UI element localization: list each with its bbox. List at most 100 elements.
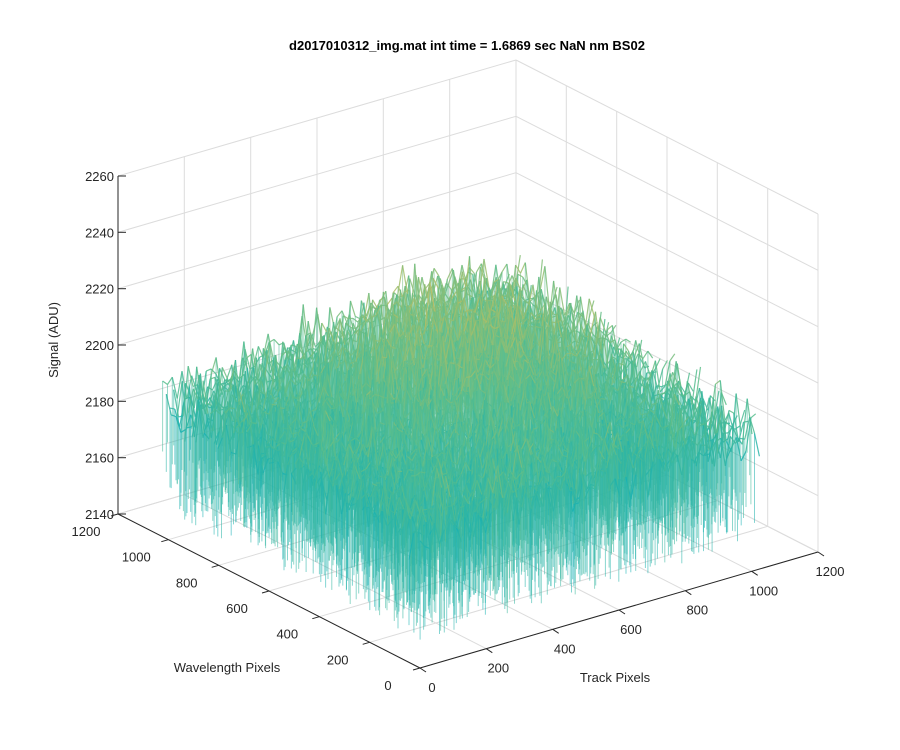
surface-segment [506, 275, 513, 289]
surface-segment [449, 279, 456, 299]
surface-segment [300, 427, 307, 433]
surface-segment [246, 422, 253, 433]
surface-segment [328, 327, 335, 342]
surface-segment [588, 298, 595, 316]
surface-segment [307, 320, 314, 349]
surface-segment [525, 300, 531, 307]
surface-segment [297, 401, 304, 428]
surface-segment [416, 376, 423, 393]
surface-segment [271, 403, 277, 406]
surface-segment [371, 314, 377, 318]
surface-segment [564, 330, 571, 356]
surface-segment [162, 380, 168, 385]
surface-segment [337, 345, 344, 369]
surface-segment [382, 349, 389, 381]
surface-segment [246, 403, 253, 424]
surface-segment [515, 277, 522, 291]
surface-segment [455, 291, 462, 321]
surface-segment [303, 420, 309, 424]
surface-mesh [162, 255, 760, 640]
surface-segment [392, 367, 398, 371]
surface-segment [599, 317, 606, 331]
surface-segment [349, 300, 356, 317]
surface-segment [426, 368, 433, 390]
surface-segment [478, 350, 485, 360]
surface-segment [385, 338, 392, 348]
surface-segment [311, 408, 317, 412]
surface-segment [351, 363, 358, 396]
surface-segment [273, 396, 280, 404]
surface-segment [587, 322, 594, 335]
surface-segment [473, 308, 479, 317]
surface-segment [271, 437, 277, 444]
surface-segment [345, 322, 352, 329]
surface-segment [536, 312, 542, 317]
surface-segment [370, 390, 377, 433]
surface-segment [539, 303, 546, 312]
surface-segment [214, 408, 221, 415]
surface-segment [324, 410, 331, 422]
surface-segment [556, 313, 562, 338]
surface-segment [391, 346, 397, 350]
surface-segment [493, 294, 500, 320]
back-wall-grid-line [117, 172, 517, 290]
surface-segment [470, 320, 477, 336]
surface-segment [409, 278, 416, 295]
surface-segment [255, 408, 261, 426]
surface-segment [336, 310, 343, 318]
surface-segment [229, 400, 236, 422]
surface-segment [429, 282, 436, 312]
surface-segment [456, 364, 463, 369]
surface-segment [341, 406, 348, 411]
surface-segment [429, 297, 436, 322]
surface-segment [395, 329, 402, 345]
surface-segment [439, 278, 446, 294]
surface-segment [354, 328, 360, 335]
surface-segment [537, 294, 544, 314]
surface-segment [521, 279, 528, 292]
surface-segment [536, 326, 543, 360]
surface-segment [283, 380, 290, 394]
surface-segment [556, 319, 562, 324]
surface-segment [244, 348, 251, 370]
surface-segment [386, 297, 393, 305]
surface-segment [500, 337, 507, 353]
surface-segment [409, 346, 416, 366]
side-wall-grid-line [515, 228, 819, 384]
side-wall-grid-line [515, 59, 819, 215]
surface-segment [210, 368, 217, 375]
surface-segment [309, 351, 316, 358]
surface-segment [439, 315, 446, 333]
surface-segment [449, 362, 455, 364]
surface-segment [319, 417, 326, 437]
surface-segment [451, 364, 458, 396]
surface-segment [539, 266, 546, 292]
surface-segment [280, 412, 287, 470]
surface-segment [296, 357, 302, 360]
surface-segment [191, 375, 198, 391]
surface-segment [448, 303, 455, 329]
surface-segment [180, 428, 187, 433]
surface-segment [250, 408, 257, 461]
surface-segment [289, 439, 296, 443]
surface-segment [325, 401, 332, 409]
surface-segment [503, 281, 509, 284]
surface-segment [421, 368, 428, 377]
surface-segment [450, 333, 457, 368]
surface-segment [372, 299, 378, 309]
surface-segment [339, 380, 346, 392]
surface-segment [264, 342, 271, 378]
surface-segment [263, 411, 270, 415]
surface-segment [171, 377, 178, 399]
surface-segment [342, 345, 349, 372]
surface-segment [263, 371, 269, 391]
surface-segment [479, 333, 486, 351]
surface-segment [313, 374, 319, 377]
surface-segment [350, 349, 357, 356]
surface-segment [427, 353, 434, 360]
surface-segment [239, 391, 246, 413]
surface-segment [442, 317, 449, 340]
surface-segment [412, 352, 419, 388]
surface-segment [519, 262, 526, 274]
